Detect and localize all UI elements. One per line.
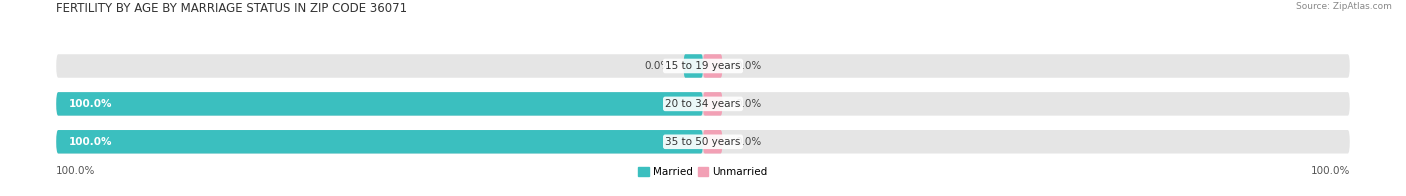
Text: FERTILITY BY AGE BY MARRIAGE STATUS IN ZIP CODE 36071: FERTILITY BY AGE BY MARRIAGE STATUS IN Z… xyxy=(56,2,408,15)
FancyBboxPatch shape xyxy=(703,92,723,116)
Text: 0.0%: 0.0% xyxy=(644,61,671,71)
FancyBboxPatch shape xyxy=(56,92,703,116)
Text: 15 to 19 years: 15 to 19 years xyxy=(665,61,741,71)
Text: 0.0%: 0.0% xyxy=(735,137,762,147)
FancyBboxPatch shape xyxy=(56,92,1350,116)
Text: 100.0%: 100.0% xyxy=(1310,166,1350,176)
FancyBboxPatch shape xyxy=(703,130,723,153)
Text: 100.0%: 100.0% xyxy=(56,166,96,176)
Text: Source: ZipAtlas.com: Source: ZipAtlas.com xyxy=(1296,2,1392,11)
FancyBboxPatch shape xyxy=(703,54,723,78)
FancyBboxPatch shape xyxy=(56,130,703,153)
Text: 35 to 50 years: 35 to 50 years xyxy=(665,137,741,147)
Text: 100.0%: 100.0% xyxy=(69,99,112,109)
Text: 100.0%: 100.0% xyxy=(69,137,112,147)
Text: 0.0%: 0.0% xyxy=(735,99,762,109)
Text: 0.0%: 0.0% xyxy=(735,61,762,71)
FancyBboxPatch shape xyxy=(56,54,1350,78)
FancyBboxPatch shape xyxy=(56,130,1350,153)
Text: 20 to 34 years: 20 to 34 years xyxy=(665,99,741,109)
Legend: Married, Unmarried: Married, Unmarried xyxy=(634,162,772,181)
FancyBboxPatch shape xyxy=(683,54,703,78)
